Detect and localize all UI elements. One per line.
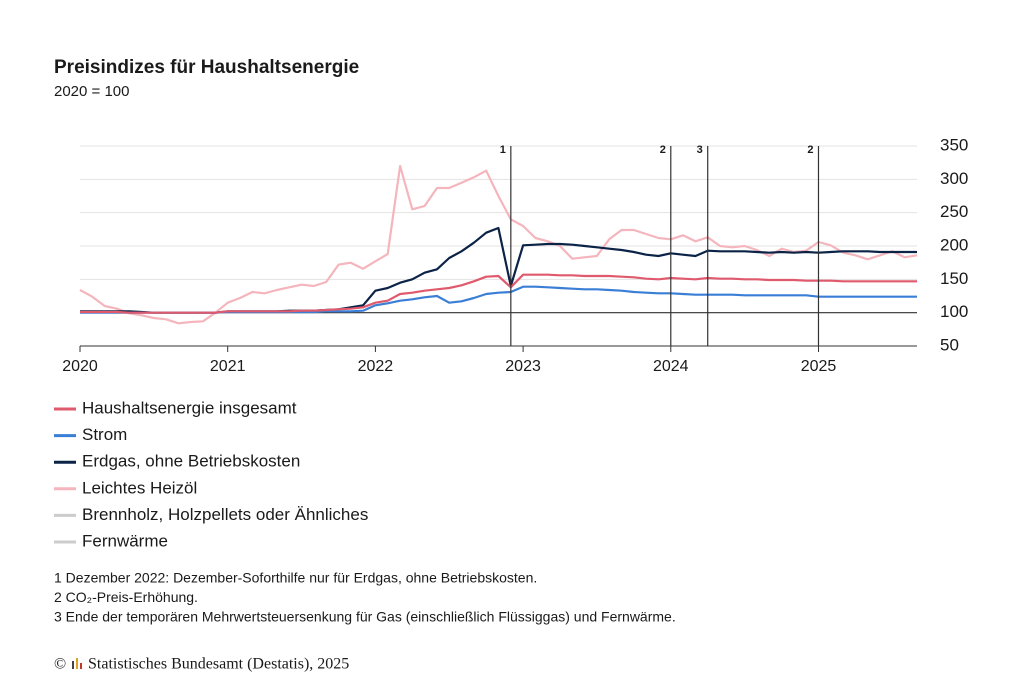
footnote: 2 CO₂-Preis-Erhöhung. xyxy=(54,589,198,605)
annotation-label: 2 xyxy=(660,144,666,156)
legend-label: Brennholz, Holzpellets oder Ähnliches xyxy=(82,505,368,524)
plot-area: 50 100 150 200 250 300 350 2020 2021 2022 2023 2024… xyxy=(62,135,968,375)
y-tick-label: 150 xyxy=(940,269,968,288)
footnotes: 1 Dezember 2022: Dezember-Soforthilfe nu… xyxy=(54,570,676,625)
source: Statistisches Bundesamt (Destatis), 2025 xyxy=(88,656,349,673)
footnote: 3 Ende der temporären Mehrwertsteuersenk… xyxy=(54,609,676,625)
legend-label: Leichtes Heizöl xyxy=(82,478,197,497)
x-tick-label: 2021 xyxy=(210,358,246,375)
x-tick-label: 2022 xyxy=(358,358,394,375)
legend-label: Fernwärme xyxy=(82,531,168,550)
y-tick-label: 100 xyxy=(940,302,968,321)
annotation-label: 2 xyxy=(807,144,813,156)
legend-label: Haushaltsenergie insgesamt xyxy=(82,398,297,417)
series-line xyxy=(79,164,918,325)
series-line xyxy=(80,273,917,314)
footnote: 1 Dezember 2022: Dezember-Soforthilfe nu… xyxy=(54,570,537,586)
copyright: © xyxy=(54,656,66,673)
series-line xyxy=(80,285,917,314)
y-tick-label: 50 xyxy=(940,335,959,354)
logo xyxy=(72,658,82,669)
legend-label: Erdgas, ohne Betriebskosten xyxy=(82,452,300,471)
legend-label: Strom xyxy=(82,425,127,444)
x-tick-label: 2020 xyxy=(62,358,98,375)
x-tick-label: 2025 xyxy=(801,358,837,375)
annotation-label: 1 xyxy=(500,144,506,156)
series-line xyxy=(80,226,917,314)
legend: Haushaltsenergie insgesamt Strom Erdgas, o… xyxy=(54,398,368,550)
y-tick-label: 350 xyxy=(940,135,968,154)
annotation-label: 3 xyxy=(697,144,703,156)
y-tick-label: 250 xyxy=(940,202,968,221)
chart-title: Preisindizes für Haushaltsenergie xyxy=(54,57,359,78)
y-tick-label: 300 xyxy=(940,169,968,188)
x-tick-label: 2024 xyxy=(653,358,689,375)
x-tick-label: 2023 xyxy=(505,358,541,375)
y-tick-label: 200 xyxy=(940,235,968,254)
chart-subtitle: 2020 = 100 xyxy=(54,83,130,100)
